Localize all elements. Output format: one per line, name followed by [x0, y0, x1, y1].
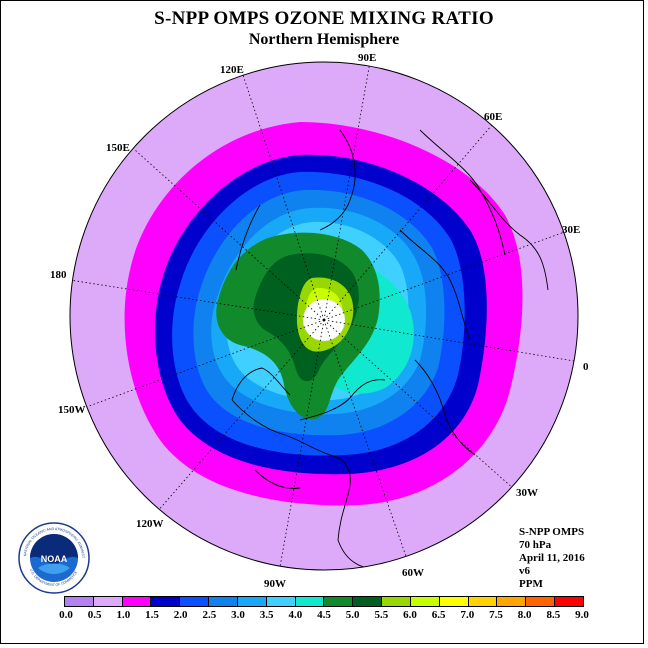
colorbar-tick-label: 2.0: [173, 609, 188, 621]
colorbar-swatch: [410, 597, 440, 606]
colorbar-swatch: [295, 597, 325, 606]
colorbar-tick-label: 9.0: [575, 609, 589, 621]
map-border: [69, 61, 579, 571]
colorbar-tick-label: 0.0: [59, 609, 73, 621]
colorbar-swatch: [468, 597, 498, 606]
page-subtitle: Northern Hemisphere: [248, 31, 400, 48]
colorbar-tick-label: 1.0: [116, 609, 131, 621]
colorbar-swatch: [65, 597, 94, 606]
label-60e: 60E: [484, 111, 502, 123]
colorbar-swatch: [209, 597, 238, 606]
colorbar-swatch: [266, 597, 296, 606]
colorbar-tick-label: 2.5: [202, 609, 217, 621]
colorbar-tick-label: 8.0: [517, 609, 532, 621]
colorbar-swatch: [382, 597, 411, 606]
info-level: 70 hPa: [519, 539, 552, 551]
label-90w: 90W: [264, 578, 286, 590]
colorbar-tick-label: 6.0: [403, 609, 417, 621]
colorbar-tick-label: 6.5: [431, 609, 446, 621]
label-30w: 30W: [516, 487, 538, 499]
colorbar-tick-label: 1.5: [145, 609, 159, 621]
label-0: 0: [583, 361, 589, 373]
label-180: 180: [50, 269, 67, 281]
label-150w: 150W: [58, 404, 86, 416]
coastlines: [231, 129, 549, 569]
info-block: S-NPP OMPS 70 hPa April 11, 2016 v6 PPM: [519, 526, 585, 591]
colorbar-tick-label: 7.5: [489, 609, 503, 621]
colorbar-tick-label: 5.0: [345, 609, 360, 621]
graticule: [70, 62, 578, 570]
page-title: S-NPP OMPS OZONE MIXING RATIO: [154, 8, 494, 29]
colorbar-swatch: [555, 597, 583, 606]
label-150e: 150E: [106, 142, 130, 154]
label-120w: 120W: [136, 518, 164, 530]
colorbar-swatch: [324, 597, 354, 606]
label-60w: 60W: [402, 567, 424, 579]
colorbar-tick-label: 7.0: [460, 609, 475, 621]
colorbar-swatch: [237, 597, 267, 606]
info-units: PPM: [519, 578, 543, 590]
colorbar-swatch: [353, 597, 383, 606]
colorbar-swatch: [497, 597, 527, 606]
colorbar-swatch: [122, 597, 152, 606]
colorbar-tick-label: 0.5: [87, 609, 102, 621]
info-instrument: S-NPP OMPS: [519, 526, 585, 538]
colorbar-tick-label: 4.0: [288, 609, 303, 621]
colorbar-ticks: 0.0 0.5 1.0 1.5 2.0 2.5 3.0 3.5 4.0 4.5 5.0 5.5 6.0 6…: [0, 609, 648, 623]
colorbar-tick-label: 5.5: [374, 609, 389, 621]
colorbar-swatch: [526, 597, 556, 606]
colorbar-swatch: [180, 597, 210, 606]
label-30e: 30E: [562, 224, 580, 236]
info-version: v6: [519, 565, 530, 577]
colorbar-tick-label: 3.0: [231, 609, 245, 621]
colorbar-swatch: [93, 597, 123, 606]
info-date: April 11, 2016: [519, 552, 585, 564]
colorbar-tick-label: 8.5: [546, 609, 561, 621]
colorbar-swatch: [151, 597, 181, 606]
label-120e: 120E: [220, 64, 244, 76]
logo-text: NOAA: [41, 554, 68, 564]
label-90e: 90E: [358, 52, 376, 64]
colorbar-tick-label: 4.5: [317, 609, 331, 621]
colorbar-tick-label: 3.5: [259, 609, 274, 621]
colorbar: [64, 596, 584, 607]
colorbar-swatch: [439, 597, 469, 606]
noaa-logo: NOAA NATIONAL OCEANIC AND ATMOSPHERIC AD…: [18, 522, 90, 594]
